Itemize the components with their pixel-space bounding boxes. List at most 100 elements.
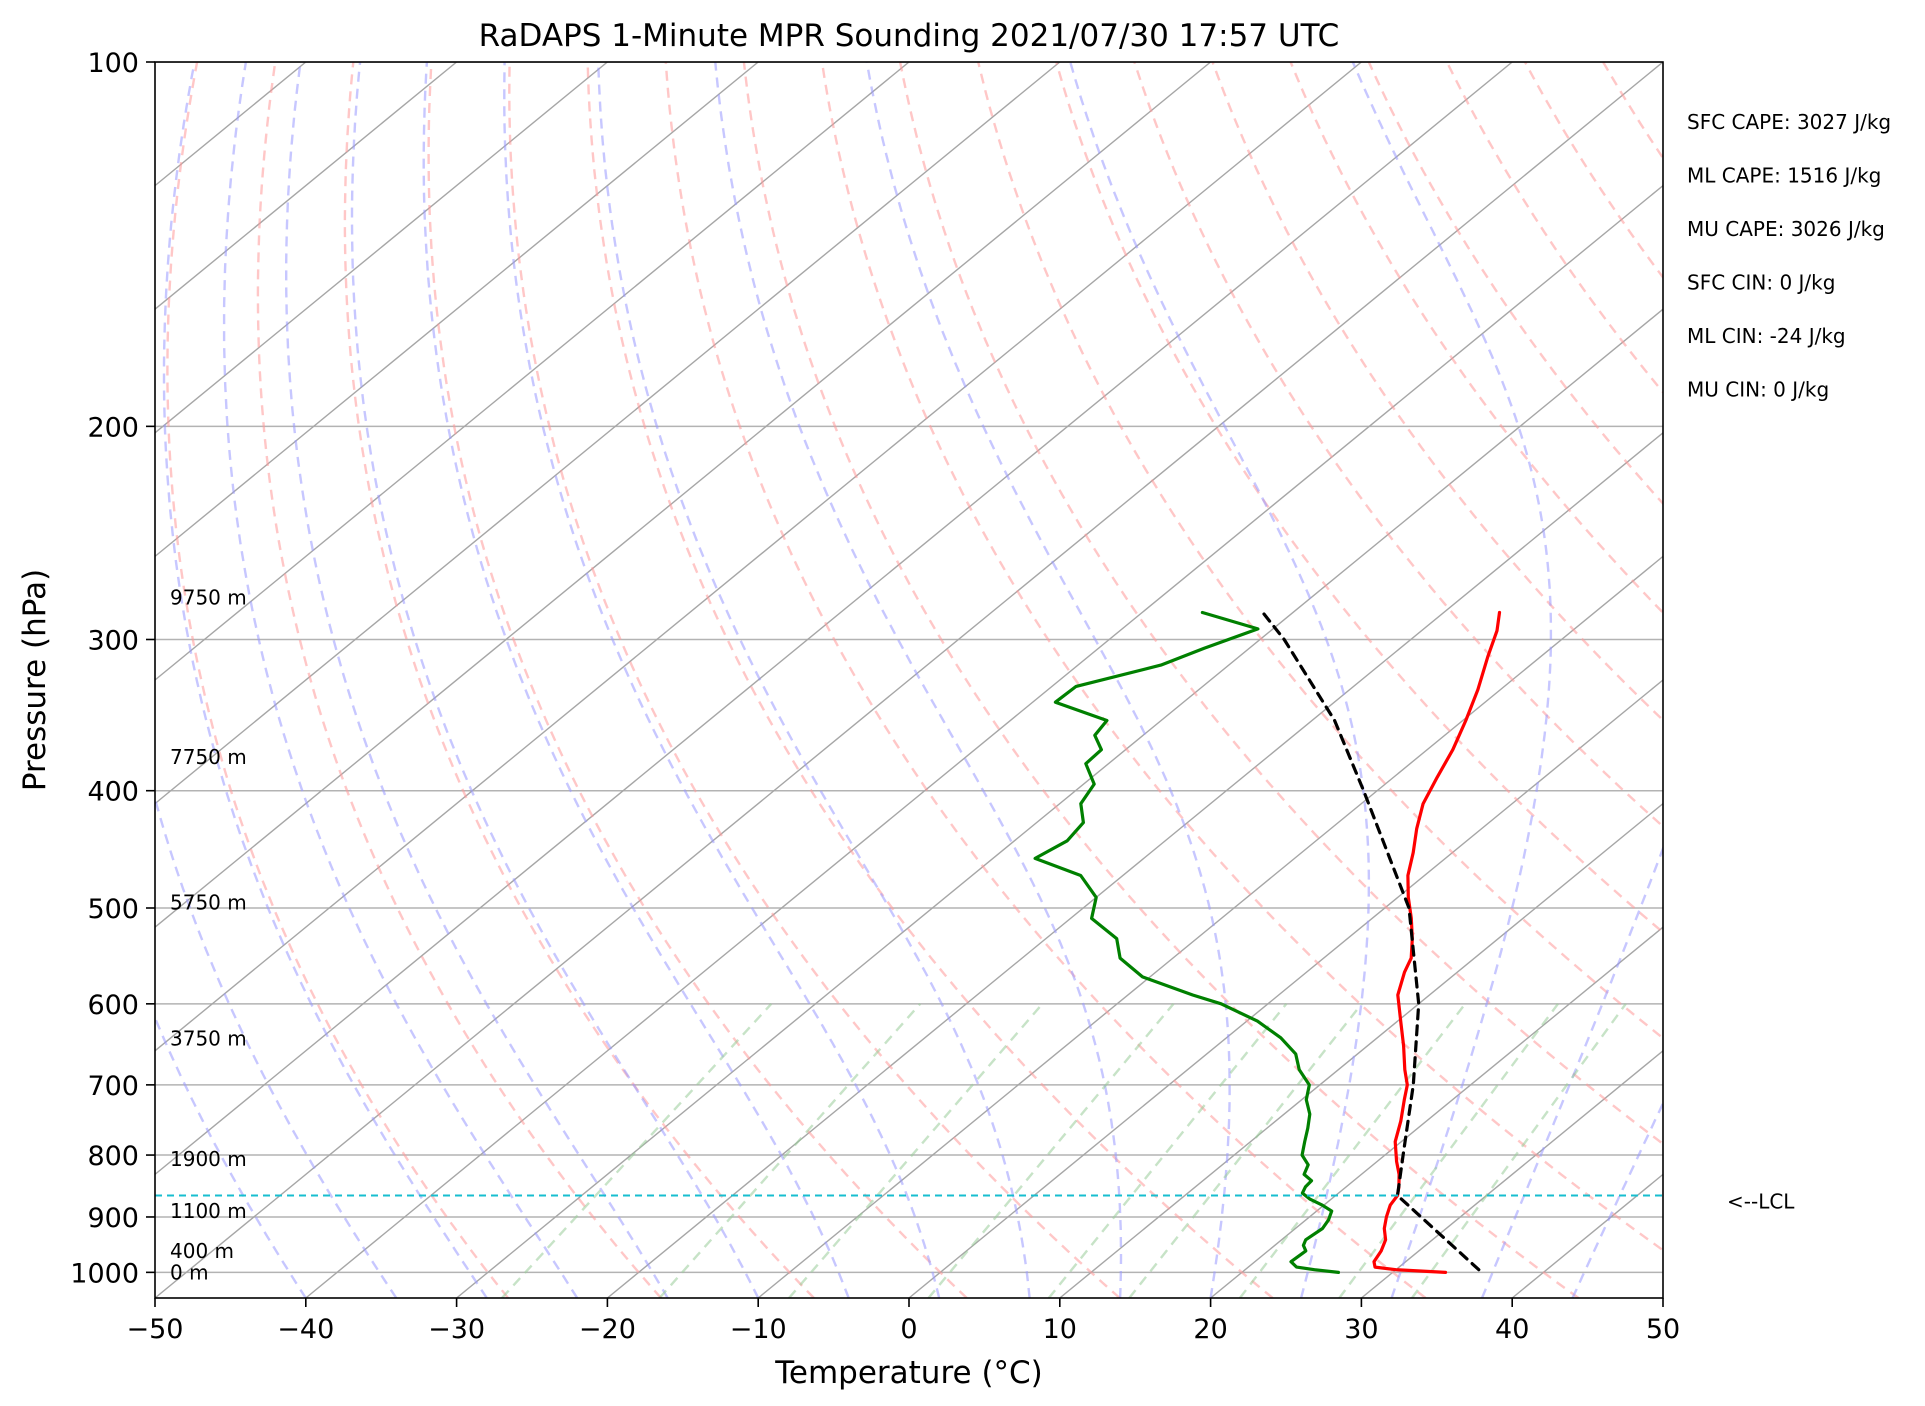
y-tick-label: 900 <box>87 1203 139 1234</box>
moist-adiabat-line <box>155 794 398 1298</box>
sounding-traces <box>1033 610 1502 1275</box>
y-tick-label: 500 <box>87 894 139 925</box>
isotherm-line <box>155 62 1513 1176</box>
height-label: 1100 m <box>170 1199 247 1223</box>
moist-adiabat-line <box>422 62 850 1298</box>
dry-adiabat-line <box>508 62 1121 1298</box>
y-tick-label: 200 <box>87 412 139 443</box>
mixing-ratio-line <box>1238 1003 1467 1298</box>
dry-adiabat-line <box>977 62 1663 1040</box>
isotherm-line <box>908 679 1663 1298</box>
dry-adiabat-lines <box>166 62 1663 1298</box>
lcl-marker: <--LCL <box>155 1190 1795 1214</box>
isotherm-line <box>155 62 910 681</box>
isotherm-line <box>155 62 759 558</box>
y-axis-ticks: 100 200 300 400 500 600 700 800 900 1000 <box>70 48 155 1289</box>
y-tick-label: 800 <box>87 1141 139 1172</box>
dry-adiabat-line <box>427 62 968 1298</box>
mixing-ratio-line <box>1047 1003 1288 1298</box>
moist-adiabat-line <box>1480 845 1663 1298</box>
moist-adiabat-line <box>1069 62 1371 1298</box>
isotherm-line <box>155 62 1212 929</box>
x-tick-label: −40 <box>277 1314 334 1345</box>
index-text: ML CIN: -24 J/kg <box>1687 324 1846 348</box>
x-tick-label: 20 <box>1193 1314 1227 1345</box>
moist-adiabat-line <box>285 62 669 1298</box>
moist-adiabat-line <box>222 62 579 1298</box>
y-tick-label: 1000 <box>70 1258 139 1289</box>
moist-adiabat-line <box>162 62 488 1298</box>
mixing-ratio-lines <box>501 1002 1627 1298</box>
isotherm-line <box>155 62 1663 1298</box>
y-tick-label: 600 <box>87 990 139 1021</box>
isobar-lines <box>155 62 1663 1274</box>
dry-adiabat-line <box>1211 62 1663 722</box>
dry-adiabat-line <box>343 62 815 1298</box>
x-tick-label: 0 <box>900 1314 917 1345</box>
isotherm-line <box>1360 1049 1663 1298</box>
y-tick-label: 300 <box>87 625 139 656</box>
temperature-trace <box>1372 610 1502 1275</box>
isotherm-line <box>1059 802 1663 1298</box>
chart-title: RaDAPS 1-Minute MPR Sounding 2021/07/30 … <box>479 18 1340 54</box>
index-text: ML CAPE: 1516 J/kg <box>1687 164 1881 188</box>
y-tick-label: 700 <box>87 1071 139 1102</box>
index-text: SFC CAPE: 3027 J/kg <box>1687 110 1891 134</box>
index-panel: SFC CAPE: 3027 J/kg ML CAPE: 1516 J/kg MU … <box>1687 110 1891 402</box>
isotherm-line <box>1210 926 1663 1298</box>
dry-adiabat-line <box>742 62 1580 1298</box>
mixing-ratio-line <box>1411 1003 1627 1298</box>
moist-adiabat-line <box>865 62 1231 1298</box>
x-tick-label: −30 <box>428 1314 485 1345</box>
isotherm-line <box>456 308 1663 1298</box>
mixing-ratio-line <box>1128 1003 1363 1298</box>
height-labels: 9750 m 7750 m 5750 m 3750 m 1900 m 1100 m 400 … <box>170 586 247 1285</box>
dewpoint-trace <box>1033 610 1341 1275</box>
isotherm-line <box>155 62 1061 805</box>
dry-adiabat-line <box>820 62 1663 1252</box>
x-tick-label: 30 <box>1344 1314 1378 1345</box>
parcel-trace <box>1261 610 1481 1272</box>
isotherm-line <box>305 184 1663 1298</box>
dry-adiabat-line <box>1055 62 1663 934</box>
moist-adiabat-line <box>597 62 1031 1298</box>
x-tick-label: 40 <box>1495 1314 1529 1345</box>
dry-adiabat-line <box>586 62 1274 1298</box>
y-tick-label: 400 <box>87 777 139 808</box>
mixing-ratio-line <box>501 1002 773 1298</box>
x-axis-ticks: −50 −40 −30 −20 −10 0 10 20 30 40 50 <box>127 1298 1680 1345</box>
height-label: 9750 m <box>170 586 247 610</box>
moist-adiabat-line <box>350 62 760 1298</box>
mixing-ratio-line <box>927 1003 1175 1298</box>
isotherm-line <box>155 62 1362 1052</box>
dry-adiabat-line <box>166 62 510 1298</box>
y-axis-label: Pressure (hPa) <box>17 569 53 791</box>
mixing-ratio-line <box>788 1003 1044 1298</box>
height-label: 0 m <box>170 1260 209 1284</box>
height-label: 3750 m <box>170 1027 247 1051</box>
isotherm-line <box>155 62 608 434</box>
x-tick-label: 10 <box>1043 1314 1077 1345</box>
dry-adiabat-line <box>1133 62 1663 829</box>
x-tick-label: −10 <box>730 1314 787 1345</box>
moist-adiabat-line <box>503 62 941 1298</box>
x-tick-label: −50 <box>127 1314 184 1345</box>
height-label: 7750 m <box>170 745 247 769</box>
isotherm-line <box>155 62 458 311</box>
index-text: MU CIN: 0 J/kg <box>1687 378 1829 402</box>
height-label: 400 m <box>170 1239 234 1263</box>
y-tick-label: 100 <box>87 48 139 79</box>
moist-adiabat-lines <box>155 62 1663 1298</box>
lcl-label: <--LCL <box>1727 1190 1795 1214</box>
height-label: 1900 m <box>170 1147 247 1171</box>
height-label: 5750 m <box>170 891 247 915</box>
mixing-ratio-line <box>658 1003 922 1298</box>
x-tick-label: 50 <box>1646 1314 1680 1345</box>
dry-adiabat-line <box>256 62 662 1298</box>
x-axis-label: Temperature (°C) <box>774 1355 1043 1391</box>
index-text: SFC CIN: 0 J/kg <box>1687 271 1835 295</box>
moist-adiabat-line <box>714 62 1123 1298</box>
x-tick-label: −20 <box>579 1314 636 1345</box>
index-text: MU CAPE: 3026 J/kg <box>1687 217 1885 241</box>
